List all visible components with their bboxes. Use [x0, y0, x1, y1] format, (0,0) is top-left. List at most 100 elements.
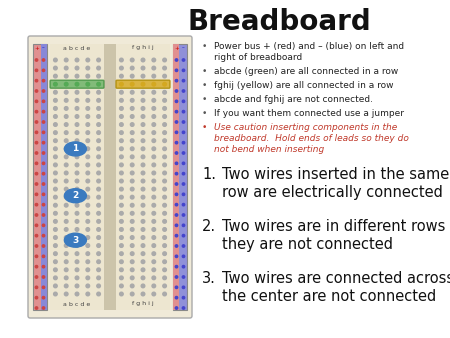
- Bar: [33, 44, 47, 310]
- Circle shape: [163, 244, 166, 247]
- Circle shape: [35, 152, 38, 154]
- Circle shape: [120, 260, 123, 264]
- Circle shape: [120, 123, 123, 126]
- Circle shape: [141, 203, 145, 207]
- Circle shape: [152, 155, 156, 159]
- Circle shape: [54, 228, 57, 231]
- Text: +: +: [175, 46, 179, 50]
- Circle shape: [163, 115, 166, 118]
- Circle shape: [64, 203, 68, 207]
- Circle shape: [176, 131, 178, 134]
- Circle shape: [163, 268, 166, 272]
- Circle shape: [141, 228, 145, 231]
- Bar: [173, 44, 179, 310]
- Circle shape: [64, 99, 68, 102]
- Circle shape: [97, 139, 100, 143]
- Circle shape: [54, 220, 57, 223]
- Circle shape: [182, 172, 184, 175]
- Circle shape: [163, 99, 166, 102]
- Circle shape: [75, 82, 79, 86]
- Circle shape: [182, 245, 184, 247]
- Circle shape: [35, 276, 38, 278]
- Circle shape: [152, 228, 156, 231]
- Circle shape: [54, 163, 57, 167]
- Circle shape: [130, 236, 134, 239]
- Circle shape: [75, 163, 79, 167]
- Circle shape: [152, 195, 156, 199]
- Circle shape: [163, 106, 166, 110]
- Circle shape: [64, 139, 68, 143]
- Circle shape: [141, 115, 145, 118]
- Circle shape: [86, 139, 90, 143]
- Circle shape: [120, 268, 123, 272]
- Circle shape: [97, 179, 100, 183]
- Circle shape: [75, 268, 79, 272]
- Circle shape: [176, 214, 178, 216]
- Circle shape: [182, 69, 184, 72]
- Text: abcde (green) are all connected in a row: abcde (green) are all connected in a row: [214, 67, 398, 76]
- Circle shape: [120, 171, 123, 175]
- Circle shape: [54, 147, 57, 150]
- Circle shape: [163, 163, 166, 167]
- Circle shape: [64, 276, 68, 280]
- Circle shape: [141, 284, 145, 288]
- Circle shape: [130, 66, 134, 70]
- Circle shape: [163, 292, 166, 296]
- Circle shape: [130, 179, 134, 183]
- Circle shape: [163, 203, 166, 207]
- Circle shape: [42, 69, 45, 72]
- Circle shape: [163, 147, 166, 150]
- Circle shape: [97, 203, 100, 207]
- Circle shape: [86, 131, 90, 135]
- Circle shape: [54, 99, 57, 102]
- Circle shape: [35, 111, 38, 113]
- Circle shape: [35, 100, 38, 102]
- Circle shape: [152, 99, 156, 102]
- Bar: [50, 44, 104, 310]
- Circle shape: [64, 284, 68, 288]
- Circle shape: [75, 179, 79, 183]
- Circle shape: [152, 236, 156, 239]
- Circle shape: [75, 284, 79, 288]
- Circle shape: [97, 260, 100, 264]
- Circle shape: [152, 260, 156, 264]
- Circle shape: [86, 195, 90, 199]
- Circle shape: [163, 74, 166, 78]
- Circle shape: [35, 131, 38, 134]
- Circle shape: [152, 252, 156, 256]
- Circle shape: [141, 212, 145, 215]
- Circle shape: [54, 203, 57, 207]
- Circle shape: [130, 195, 134, 199]
- Circle shape: [163, 139, 166, 143]
- Circle shape: [120, 284, 123, 288]
- Circle shape: [152, 171, 156, 175]
- Circle shape: [120, 220, 123, 223]
- Circle shape: [97, 155, 100, 159]
- Circle shape: [130, 163, 134, 167]
- Circle shape: [120, 252, 123, 256]
- Circle shape: [54, 187, 57, 191]
- Circle shape: [130, 228, 134, 231]
- Circle shape: [64, 58, 68, 62]
- Circle shape: [86, 155, 90, 159]
- Circle shape: [130, 74, 134, 78]
- Circle shape: [54, 106, 57, 110]
- Circle shape: [75, 292, 79, 296]
- Circle shape: [120, 187, 123, 191]
- Circle shape: [54, 292, 57, 296]
- Circle shape: [120, 99, 123, 102]
- Circle shape: [64, 123, 68, 126]
- Circle shape: [152, 123, 156, 126]
- Circle shape: [86, 276, 90, 280]
- Ellipse shape: [64, 142, 86, 156]
- Circle shape: [86, 220, 90, 223]
- Circle shape: [130, 115, 134, 118]
- Circle shape: [86, 115, 90, 118]
- Text: 3.: 3.: [202, 271, 216, 286]
- Circle shape: [120, 131, 123, 135]
- FancyBboxPatch shape: [50, 80, 104, 88]
- Circle shape: [141, 236, 145, 239]
- Circle shape: [176, 286, 178, 289]
- Circle shape: [141, 82, 145, 86]
- Circle shape: [97, 115, 100, 118]
